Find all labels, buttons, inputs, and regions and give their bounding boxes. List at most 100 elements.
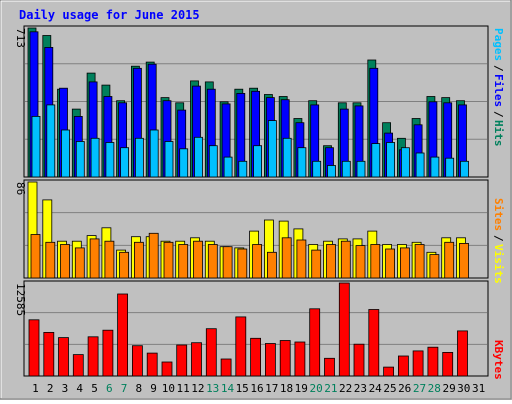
bar-pages-day-14 [223, 156, 233, 178]
bar-pages-day-18 [282, 137, 292, 178]
bar-sites-day-17 [266, 251, 277, 279]
legend-sep-3: / [492, 235, 505, 242]
x-tick-label: 2 [47, 382, 54, 395]
bar-sites-day-6 [104, 240, 115, 279]
bar-pages-day-23 [356, 160, 366, 178]
bar-pages-day-29 [445, 157, 455, 178]
x-tick-label: 6 [106, 382, 113, 395]
bar-sites-day-1 [30, 234, 41, 279]
bar-pages-day-25 [386, 142, 396, 178]
x-tick-label: 29 [442, 382, 455, 395]
bar-pages-day-20 [312, 160, 322, 178]
bar-kbytes-day-24 [368, 309, 380, 377]
x-tick-label: 4 [76, 382, 83, 395]
bar-sites-day-9 [148, 232, 159, 279]
x-tick-label: 25 [383, 382, 396, 395]
bar-pages-day-2 [46, 104, 56, 178]
bar-sites-day-16 [252, 244, 263, 279]
bar-sites-day-10 [163, 241, 174, 279]
bar-sites-day-22 [340, 240, 351, 279]
bar-kbytes-day-6 [102, 329, 114, 377]
bar-sites-day-27 [414, 244, 425, 279]
bar-sites-day-14 [222, 246, 233, 279]
bar-pages-day-9 [149, 129, 159, 178]
x-tick-label: 1 [32, 382, 39, 395]
x-tick-label: 23 [354, 382, 367, 395]
bar-pages-day-15 [238, 160, 248, 178]
bar-sites-day-18 [281, 237, 292, 279]
middle-ymax-label: 86 [14, 182, 27, 195]
middle-legend: Sites / Visits [492, 198, 505, 284]
bar-pages-day-12 [194, 136, 203, 178]
chart-title: Daily usage for June 2015 [19, 8, 200, 22]
bar-kbytes-day-2 [43, 331, 55, 377]
x-tick-label: 21 [324, 382, 337, 395]
bar-kbytes-day-3 [58, 337, 69, 377]
bar-kbytes-day-11 [176, 344, 188, 377]
bar-sites-day-19 [296, 239, 307, 279]
x-tick-label: 10 [162, 382, 175, 395]
bar-kbytes-day-14 [220, 358, 232, 377]
bar-kbytes-day-23 [353, 343, 365, 377]
x-tick-label: 17 [265, 382, 278, 395]
bar-kbytes-day-8 [131, 345, 143, 377]
legend-files: Files [492, 74, 505, 107]
x-tick-label: 5 [91, 382, 98, 395]
bar-sites-day-11 [178, 244, 189, 279]
bar-sites-day-28 [429, 254, 440, 279]
x-tick-label: 19 [295, 382, 308, 395]
bar-kbytes-day-16 [250, 337, 262, 377]
bar-sites-day-20 [311, 249, 322, 279]
bar-pages-day-6 [105, 142, 115, 178]
bar-pages-day-5 [90, 137, 100, 178]
bar-pages-day-21 [327, 165, 336, 178]
bar-kbytes-day-25 [383, 366, 395, 377]
bar-pages-day-7 [120, 147, 129, 178]
bar-sites-day-5 [89, 238, 100, 279]
bar-pages-day-30 [460, 160, 469, 178]
legend-visits: Visits [492, 244, 505, 284]
bar-kbytes-day-12 [191, 342, 202, 377]
bar-kbytes-day-21 [324, 357, 335, 377]
x-tick-label: 12 [191, 382, 204, 395]
bar-sites-day-30 [459, 242, 469, 279]
x-tick-label: 24 [369, 382, 383, 395]
bar-sites-day-12 [193, 240, 203, 279]
bar-pages-day-13 [208, 145, 218, 178]
bar-kbytes-day-30 [457, 330, 468, 377]
bar-pages-day-16 [253, 145, 263, 178]
bar-sites-day-3 [60, 244, 70, 279]
x-tick-label: 16 [250, 382, 263, 395]
bar-kbytes-day-15 [235, 316, 247, 377]
x-tick-label: 22 [339, 382, 352, 395]
x-tick-label: 20 [309, 382, 322, 395]
bar-pages-day-1 [31, 116, 41, 178]
bar-sites-day-25 [385, 248, 396, 279]
bar-kbytes-day-9 [146, 352, 158, 377]
bar-pages-day-11 [179, 148, 189, 178]
bar-sites-day-13 [207, 244, 218, 279]
bar-pages-day-4 [75, 141, 85, 178]
bar-kbytes-day-29 [442, 351, 454, 377]
x-tick-label: 8 [135, 382, 142, 395]
bar-kbytes-day-18 [279, 340, 291, 377]
bar-pages-day-28 [430, 156, 440, 178]
bar-pages-day-24 [371, 143, 381, 178]
legend-kbytes: KBytes [492, 340, 505, 380]
bar-pages-day-3 [61, 129, 70, 178]
bar-kbytes-day-19 [294, 341, 306, 377]
bar-kbytes-day-13 [205, 328, 217, 377]
bar-pages-day-27 [415, 152, 425, 178]
bar-kbytes-day-4 [72, 354, 84, 377]
x-tick-label: 3 [62, 382, 69, 395]
bar-sites-day-23 [355, 245, 366, 279]
bar-sites-day-7 [119, 251, 129, 279]
bar-sites-day-8 [133, 241, 144, 279]
bar-pages-day-22 [341, 160, 351, 178]
top-legend: Pages / Files / Hits [492, 28, 505, 147]
bar-sites-day-4 [74, 247, 85, 279]
x-tick-label: 27 [413, 382, 426, 395]
x-tick-label: 15 [236, 382, 249, 395]
